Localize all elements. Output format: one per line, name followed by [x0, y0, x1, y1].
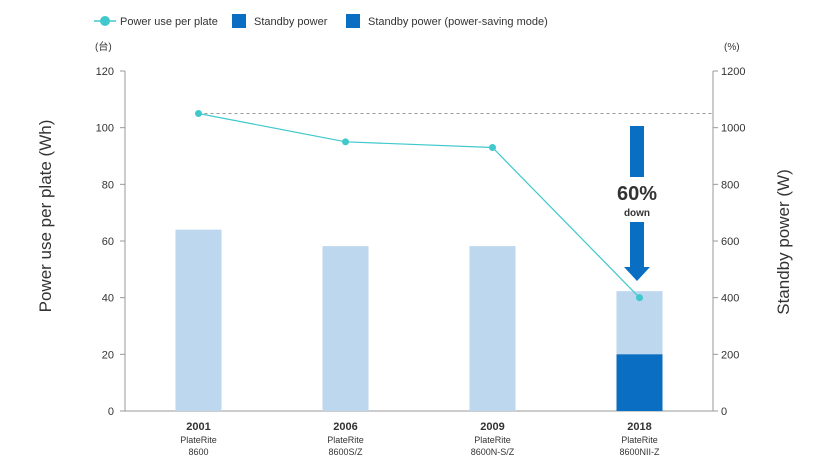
- left-tick-label: 20: [102, 349, 114, 361]
- legend-label-power-use: Power use per plate: [120, 16, 218, 28]
- legend-swatch-standby: [232, 14, 246, 28]
- line-point-power-use: [489, 144, 496, 151]
- reduction-annotation: 60% down: [617, 126, 657, 281]
- category-year-label: 2009: [480, 421, 504, 433]
- bar-standby-power: [469, 246, 516, 411]
- line-layer: [195, 110, 643, 302]
- right-axis-title: Standby power (W): [774, 169, 793, 315]
- category-model-label-line2: 8600NII-Z: [619, 447, 660, 457]
- annotation-arrow-shaft-top: [630, 126, 644, 177]
- left-tick-label: 0: [108, 406, 114, 418]
- right-tick-label: 600: [721, 236, 739, 248]
- annotation-arrow-shaft-bottom: [630, 222, 644, 268]
- category-model-label-line1: PlateRite: [180, 435, 217, 445]
- legend-item-power-use: Power use per plate: [94, 16, 218, 28]
- right-tick-label: 800: [721, 179, 739, 191]
- bars-layer: [175, 229, 663, 411]
- category-model-label-line1: PlateRite: [621, 435, 658, 445]
- right-tick-label: 200: [721, 349, 739, 361]
- category-year-label: 2006: [333, 421, 357, 433]
- legend-label-standby-saving: Standby power (power-saving mode): [368, 16, 548, 28]
- line-point-power-use: [195, 110, 202, 117]
- line-point-power-use: [636, 294, 643, 302]
- line-point-power-use: [342, 138, 349, 146]
- right-tick-label: 0: [721, 406, 727, 418]
- bar-standby-power: [175, 229, 222, 411]
- legend-item-standby-saving: Standby power (power-saving mode): [346, 14, 548, 28]
- legend-swatch-standby-saving: [346, 14, 360, 28]
- left-axis-title: Power use per plate (Wh): [36, 120, 55, 313]
- left-axis-ticks: 0 20 40 60 80 100 120: [96, 66, 125, 418]
- right-axis-unit: (%): [724, 42, 740, 53]
- left-tick-label: 80: [102, 179, 114, 191]
- left-tick-label: 40: [102, 293, 114, 305]
- right-tick-label: 1000: [721, 123, 745, 135]
- legend-label-standby: Standby power: [254, 16, 328, 28]
- right-axis-ticks: 0 200 400 600 800 1000 1200: [713, 66, 745, 418]
- category-labels: 2001 PlateRite 8600 2006 PlateRite 8600S/Z 200…: [180, 421, 660, 457]
- left-tick-label: 120: [96, 66, 114, 78]
- left-tick-label: 100: [96, 123, 114, 135]
- category-model-label-line2: 8600N-S/Z: [471, 447, 515, 457]
- annotation-arrow-head: [624, 267, 650, 281]
- left-axis-unit: (台): [95, 40, 112, 53]
- legend-item-standby: Standby power: [232, 14, 328, 28]
- category-model-label-line1: PlateRite: [327, 435, 364, 445]
- category-model-label-line2: 8600: [188, 447, 208, 457]
- left-tick-label: 60: [102, 236, 114, 248]
- bar-standby-power-saving: [616, 354, 663, 411]
- category-model-label-line2: 8600S/Z: [328, 447, 363, 457]
- line-power-use-per-plate: [198, 112, 640, 299]
- bar-standby-power: [322, 246, 369, 411]
- legend-line-marker-dot: [100, 16, 110, 26]
- right-tick-label: 1200: [721, 66, 745, 78]
- category-year-label: 2001: [186, 421, 210, 433]
- category-year-label: 2018: [627, 421, 651, 433]
- annotation-value: 60%: [617, 183, 657, 205]
- right-tick-label: 400: [721, 293, 739, 305]
- category-model-label-line1: PlateRite: [474, 435, 511, 445]
- legend: Power use per plate Standby power Standb…: [94, 14, 548, 28]
- annotation-text: down: [624, 208, 650, 219]
